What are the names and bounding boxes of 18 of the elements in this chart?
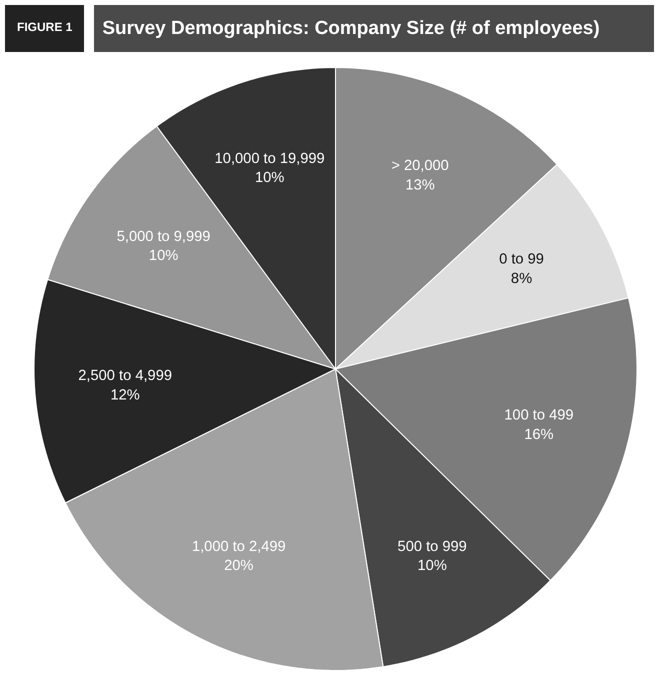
chart-title: Survey Demographics: Company Size (# of employees) [102, 17, 600, 41]
slice-label: 5,000 to 9,999 [116, 229, 210, 246]
slice-label: 10,000 to 19,999 [214, 151, 325, 168]
data-label: 16% [524, 426, 554, 443]
data-label: 10% [148, 248, 178, 264]
data-label: 12% [110, 387, 140, 404]
slice-label: 100 to 499 [504, 408, 574, 424]
data-label: 8% [510, 271, 532, 288]
data-label: 20% [224, 558, 254, 574]
data-label: 10% [254, 170, 284, 186]
slice-label: 2,500 to 4,999 [78, 368, 172, 384]
slice-label: 1,000 to 2,499 [192, 539, 286, 556]
slice-label: 0 to 99 [499, 252, 544, 268]
slice-label: > 20,000 [391, 158, 449, 174]
slice-label: 500 to 999 [398, 539, 467, 556]
data-label: 10% [418, 558, 447, 574]
caption: FIGURE 1 [17, 19, 72, 36]
data-label: 13% [405, 177, 435, 194]
